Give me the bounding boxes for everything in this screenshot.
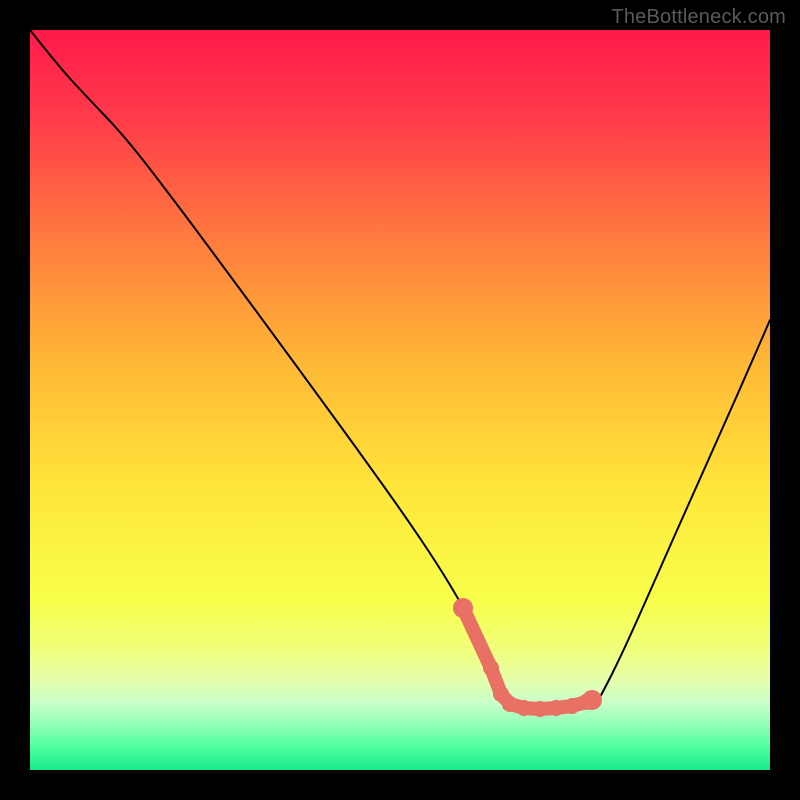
watermark-text: TheBottleneck.com (611, 6, 786, 29)
right-curve (594, 320, 770, 708)
chart-frame (30, 30, 770, 770)
left-curve (30, 30, 504, 708)
chart-curves (30, 30, 770, 770)
marker-trail (453, 598, 602, 717)
